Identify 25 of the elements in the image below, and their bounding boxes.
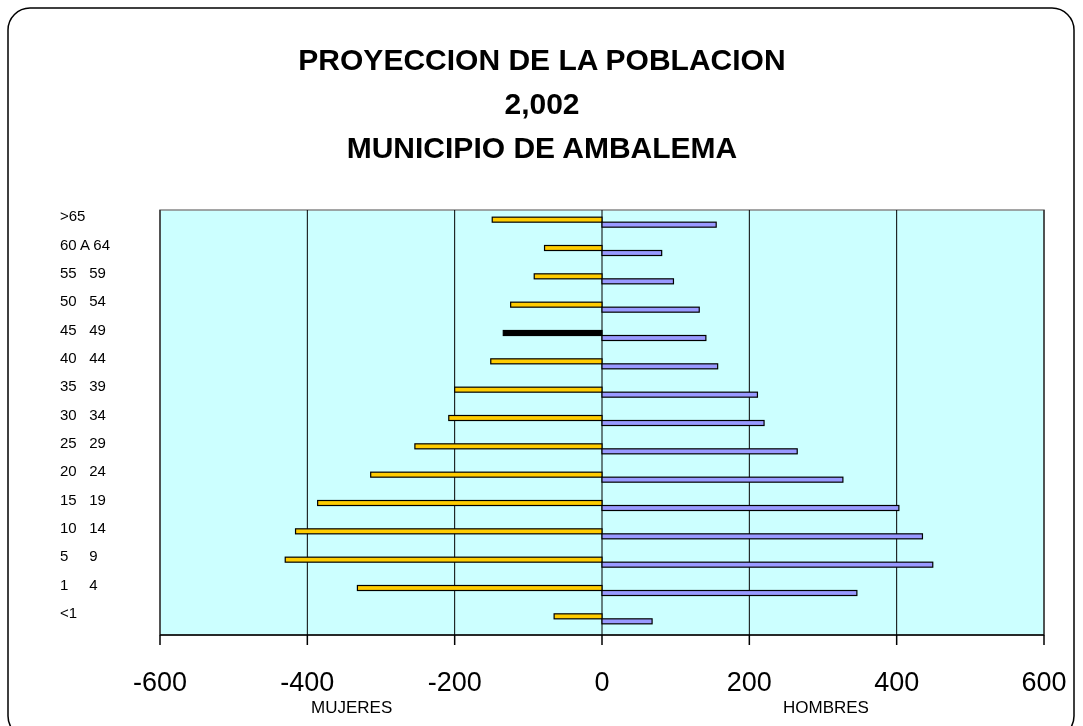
y-tick-label: 55 59 (60, 263, 106, 281)
x-tick-label: 0 (594, 667, 610, 697)
y-tick-label: <1 (60, 603, 78, 621)
y-tick-label: 40 44 (60, 348, 106, 366)
y-tick-label: 20 24 (60, 462, 106, 480)
x-tick-label: -600 (132, 667, 188, 697)
x-tick-label: 400 (874, 667, 920, 697)
y-tick-label: 45 49 (60, 320, 106, 338)
y-tick-label: 50 54 (60, 292, 106, 310)
x-tick-label: -200 (427, 667, 482, 697)
text: MUJERES (311, 698, 393, 717)
y-tick-label: 35 39 (60, 377, 106, 395)
y-tick-label: 10 14 (60, 518, 106, 536)
chart-title: PROYECCION DE LA POBLACION 2,002 MUNICIPIO DE AMBALEMA (298, 43, 786, 164)
y-tick-label: 1 4 (60, 575, 98, 593)
y-tick-label: 60 A 64 (60, 235, 111, 253)
y-tick-label: 25 29 (60, 433, 106, 451)
y-tick-label: 30 34 (60, 405, 106, 423)
text: HOMBRES (783, 698, 869, 717)
y-tick-label: 5 9 (60, 547, 98, 565)
x-tick-label: 200 (726, 667, 772, 697)
x-tick-label: -400 (280, 667, 335, 697)
y-tick-label: 15 19 (60, 490, 106, 508)
x-tick-label: 600 (1021, 667, 1067, 697)
y-tick-label: >65 (60, 207, 86, 225)
